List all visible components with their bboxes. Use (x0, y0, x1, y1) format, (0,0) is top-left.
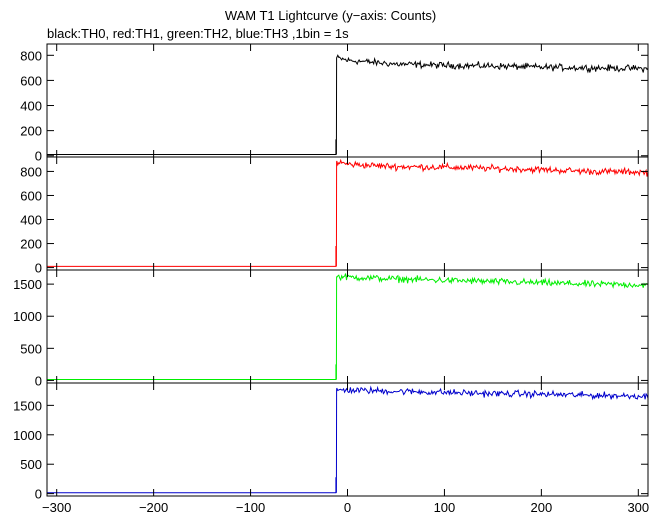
y-tick-label-TH2: 1500 (13, 277, 42, 292)
x-tick-label: −200 (139, 500, 168, 515)
y-tick-label-TH3: 500 (20, 457, 42, 472)
y-tick-label-TH1: 0 (35, 261, 42, 276)
y-tick-label-TH3: 1000 (13, 428, 42, 443)
series-TH0-line (47, 54, 649, 155)
y-tick-label-TH0: 0 (35, 149, 42, 164)
y-tick-label-TH2: 1000 (13, 309, 42, 324)
x-tick-label: 0 (344, 500, 351, 515)
y-tick-label-TH2: 0 (35, 373, 42, 388)
y-tick-label-TH1: 200 (20, 237, 42, 252)
y-tick-label-TH0: 800 (20, 48, 42, 63)
chart-title: WAM T1 Lightcurve (y−axis: Counts) (224, 8, 437, 23)
x-tick-label: 100 (434, 500, 456, 515)
y-tick-label-TH0: 600 (20, 73, 42, 88)
panel-frame-TH3 (46, 382, 649, 497)
panel-frame-TH1 (46, 156, 649, 271)
y-tick-label-TH1: 800 (20, 164, 42, 179)
x-tick-label: −300 (42, 500, 71, 515)
chart-subtitle: black:TH0, red:TH1, green:TH2, blue:TH3 … (47, 26, 349, 41)
x-tick-label: 200 (531, 500, 553, 515)
series-TH2-line (47, 273, 649, 380)
x-tick-label: −100 (236, 500, 265, 515)
y-tick-label-TH1: 400 (20, 213, 42, 228)
series-TH1-line (47, 158, 649, 267)
series-TH3-line (47, 385, 649, 494)
y-tick-label-TH1: 600 (20, 188, 42, 203)
y-tick-label-TH3: 0 (35, 487, 42, 502)
panel-frame-TH2 (46, 269, 649, 384)
y-tick-label-TH0: 200 (20, 124, 42, 139)
y-tick-label-TH3: 1500 (13, 398, 42, 413)
x-tick-label: 300 (627, 500, 649, 515)
y-tick-label-TH2: 500 (20, 341, 42, 356)
y-tick-label-TH0: 400 (20, 99, 42, 114)
